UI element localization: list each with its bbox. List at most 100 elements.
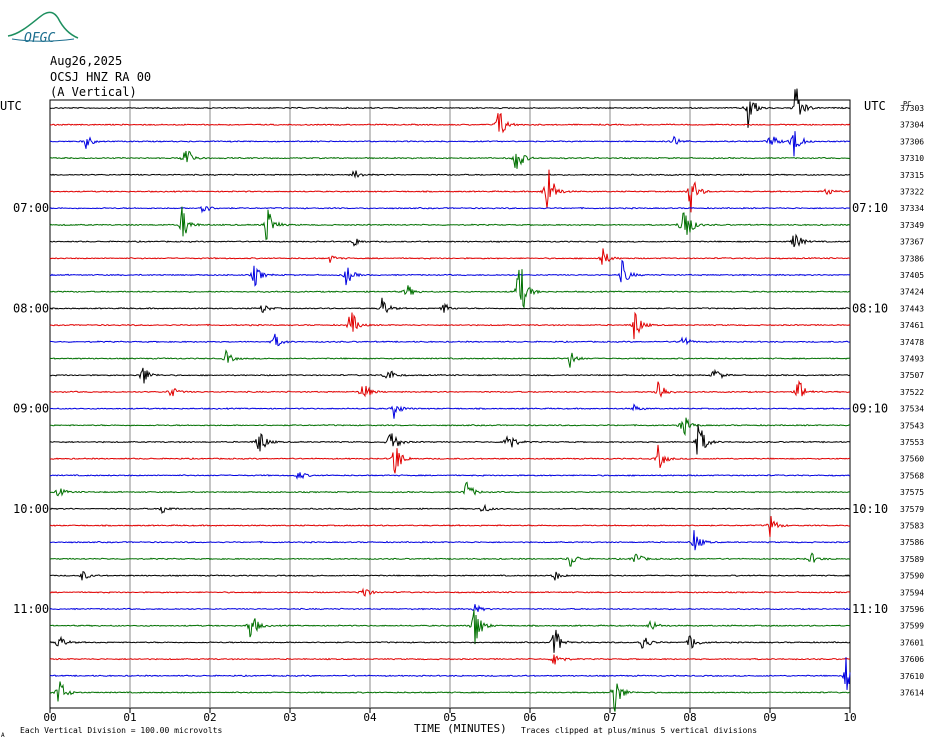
seismic-trace <box>49 233 851 248</box>
x-tick-label: 05 <box>443 711 456 724</box>
seismic-trace <box>49 206 851 241</box>
right-row-label: 37303 <box>900 104 924 113</box>
right-row-label: 37610 <box>900 672 924 681</box>
seismic-trace <box>49 530 851 551</box>
seismic-trace <box>49 424 851 455</box>
seismic-trace <box>49 604 851 612</box>
volcano-logo-icon: OFGC <box>2 6 82 46</box>
right-row-label: 37568 <box>900 471 924 480</box>
header-component: (A Vertical) <box>50 85 137 99</box>
seismic-trace <box>49 333 850 347</box>
seismic-trace <box>49 170 851 179</box>
seismic-trace <box>49 259 851 287</box>
header-station: OCSJ HNZ RA 00 <box>50 70 152 84</box>
left-time-label: 09:00 <box>13 402 49 416</box>
right-row-label: 37322 <box>900 188 924 197</box>
right-row-label: 37599 <box>900 622 924 631</box>
right-row-label: 37443 <box>900 304 924 313</box>
seismic-trace <box>49 654 851 665</box>
seismic-trace <box>49 88 851 128</box>
right-row-label: 37534 <box>900 405 924 414</box>
right-row-label: 37493 <box>900 355 924 364</box>
seismic-trace <box>50 169 850 213</box>
seismic-trace <box>49 367 851 384</box>
logo-text: OFGC <box>24 31 55 46</box>
x-tick-label: 04 <box>363 711 377 724</box>
right-row-label: 37575 <box>900 488 924 497</box>
seismic-trace <box>50 417 850 437</box>
seismic-trace <box>49 112 851 134</box>
left-utc-title: UTC <box>0 99 22 113</box>
footer-clip-note: Traces clipped at plus/minus 5 vertical … <box>521 726 757 735</box>
seismic-trace <box>49 349 851 368</box>
right-row-label: 37507 <box>900 371 924 380</box>
x-tick-label: 03 <box>283 711 296 724</box>
seismic-trace <box>49 552 851 567</box>
footer-mark: A <box>1 732 5 739</box>
left-time-label: 10:00 <box>13 502 49 516</box>
seismic-trace <box>49 444 851 474</box>
seismic-trace <box>49 681 851 712</box>
seismic-trace <box>49 571 851 581</box>
right-time-label: 08:10 <box>852 301 888 315</box>
right-corner-label: PC <box>903 100 911 108</box>
left-time-label: 07:00 <box>13 201 49 215</box>
right-row-label: 37349 <box>900 221 924 230</box>
seismic-trace <box>49 481 851 497</box>
x-tick-label: 00 <box>43 711 56 724</box>
right-row-label: 37315 <box>900 171 924 180</box>
right-row-label: 37589 <box>900 555 924 564</box>
chart-labels: UTC UTC PC TIME (MINUTES) Each Vertical … <box>0 99 924 739</box>
right-row-label: 37596 <box>900 605 924 614</box>
right-row-label: 37386 <box>900 254 924 263</box>
right-row-label: 37583 <box>900 522 924 531</box>
right-row-label: 37306 <box>900 137 924 146</box>
seismic-trace <box>49 150 851 169</box>
right-time-label: 11:10 <box>852 602 888 616</box>
right-row-label: 37601 <box>900 638 924 647</box>
right-row-label: 37310 <box>900 154 924 163</box>
seismic-trace <box>49 131 851 157</box>
x-tick-label: 01 <box>123 711 136 724</box>
right-utc-title: UTC <box>864 99 886 113</box>
seismic-trace <box>49 311 851 340</box>
right-time-label: 07:10 <box>852 201 888 215</box>
x-tick-label: 06 <box>523 711 536 724</box>
seismic-trace <box>49 269 851 309</box>
chart-traces <box>49 88 851 712</box>
right-row-label: 37461 <box>900 321 924 330</box>
seismic-trace <box>49 629 851 653</box>
right-row-label: 37405 <box>900 271 924 280</box>
right-time-label: 10:10 <box>852 502 888 516</box>
right-row-label: 37367 <box>900 238 924 247</box>
seismic-trace <box>49 472 851 480</box>
right-row-label: 37614 <box>900 689 924 698</box>
seismic-trace <box>49 609 851 645</box>
right-row-label: 37553 <box>900 438 924 447</box>
left-time-label: 08:00 <box>13 301 49 315</box>
right-row-label: 37606 <box>900 655 924 664</box>
seismic-trace <box>49 379 851 398</box>
right-time-label: 09:10 <box>852 402 888 416</box>
footer-scale-note: Each Vertical Division = 100.00 microvol… <box>20 726 222 735</box>
x-tick-label: 07 <box>603 711 616 724</box>
right-row-label: 37586 <box>900 538 924 547</box>
left-time-label: 11:00 <box>13 602 49 616</box>
x-tick-label: 02 <box>203 711 216 724</box>
x-tick-label: 09 <box>763 711 776 724</box>
x-axis-title: TIME (MINUTES) <box>414 722 507 735</box>
seismic-trace <box>49 297 851 314</box>
seismic-trace <box>49 587 851 597</box>
right-row-label: 37590 <box>900 572 924 581</box>
seismic-trace <box>49 205 851 214</box>
right-row-label: 37560 <box>900 455 924 464</box>
seismic-trace <box>49 657 851 690</box>
x-tick-label: 08 <box>683 711 696 724</box>
right-row-label: 37478 <box>900 338 924 347</box>
x-tick-label: 10 <box>843 711 856 724</box>
right-row-label: 37522 <box>900 388 924 397</box>
seismic-trace <box>49 503 851 515</box>
right-row-label: 37424 <box>900 288 924 297</box>
logo-graphic: OFGC <box>7 11 79 46</box>
